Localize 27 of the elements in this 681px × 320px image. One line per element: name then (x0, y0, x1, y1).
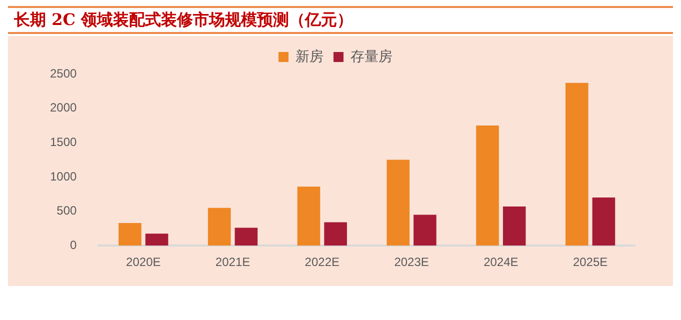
y-tick-label: 0 (70, 238, 78, 252)
bar (145, 234, 168, 246)
bar (324, 222, 347, 246)
legend-label: 存量房 (350, 48, 392, 64)
y-tick-label: 2000 (50, 100, 78, 115)
bar (297, 186, 320, 246)
bar (592, 198, 616, 246)
x-tick-label: 2023E (394, 255, 429, 270)
x-tick-label: 2022E (304, 255, 340, 270)
y-tick-label: 1500 (50, 134, 78, 149)
bar (208, 208, 231, 246)
legend-label: 新房 (296, 48, 324, 64)
y-tick-label: 1000 (50, 169, 78, 184)
bar (414, 214, 436, 246)
y-tick-label: 2500 (50, 66, 78, 80)
x-tick-label: 2024E (484, 255, 518, 270)
y-tick-label: 500 (56, 204, 78, 218)
x-tick-label: 2021E (215, 255, 250, 270)
chart-title: 长期 2C 领域装配式装修市场规模预测（亿元） (8, 8, 673, 34)
bar (386, 160, 410, 246)
x-tick-label: 2020E (126, 255, 161, 270)
bar (118, 222, 142, 246)
bar (502, 206, 526, 246)
x-tick-label: 2025E (572, 255, 608, 270)
bar (476, 125, 499, 246)
bar (566, 82, 588, 246)
bar (234, 228, 258, 246)
